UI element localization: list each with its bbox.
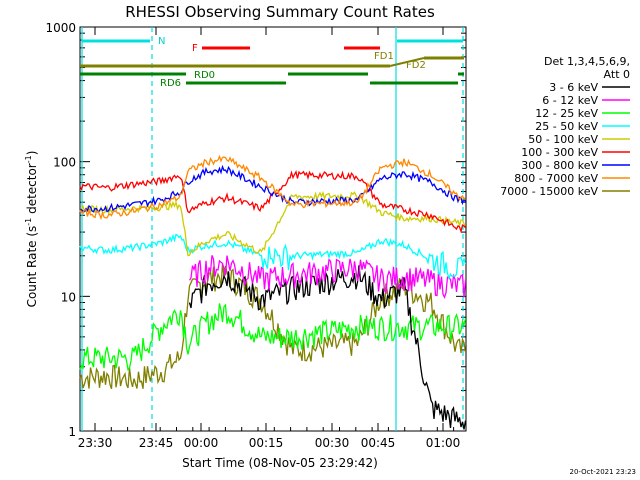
fd-transition [389,57,425,67]
y-axis-label: Count Rate (s-1 detector-1) [24,151,39,308]
series-line-7 [79,164,467,213]
x-tick-label: 00:00 [184,436,219,450]
y-tick-label: 1000 [45,21,76,35]
x-tick-label: 23:45 [139,436,174,450]
series-line-2 [188,255,467,300]
legend-label: 300 - 800 keV [521,159,598,172]
series-layer [79,154,467,430]
x-axis-label: Start Time (08-Nov-05 23:29:42) [182,456,378,470]
x-tick-label: 23:30 [78,436,113,450]
fd1-flag-label: FD1 [374,51,394,62]
x-tick-label: 01:00 [426,436,461,450]
chart-title: RHESSI Observing Summary Count Rates [125,3,435,21]
legend-header-line2: Att 0 [604,68,630,81]
night-flag-label: N [158,36,165,47]
x-tick-label: 00:15 [249,436,284,450]
legend-label: 12 - 25 keV [535,107,598,120]
series-line-8 [79,154,466,221]
fd2-flag-label: FD2 [406,60,426,71]
series-line-4 [79,233,467,281]
y-tick-label: 1 [68,425,76,439]
x-tick-label: 00:30 [315,436,350,450]
legend-label: 3 - 6 keV [549,81,598,94]
legend-label: 6 - 12 keV [542,94,598,107]
x-tick-label: 00:45 [361,436,396,450]
footer-timestamp: 20-Oct-2021 23:23 [570,468,636,476]
series-line-1 [188,265,467,430]
y-tick-label: 100 [53,156,76,170]
legend-label: 800 - 7000 keV [514,172,598,185]
series-line-3 [79,303,467,371]
annotation-layer: N F FD1 FD2 RD0 RD6 [80,27,464,431]
axis-ticks: 23:30 23:45 00:00 00:15 00:30 00:45 01:00 1 10 10… [45,21,466,450]
rd0-flag-label: RD0 [194,70,215,81]
legend-label: 100 - 300 keV [521,146,598,159]
legend-header-line1: Det 1,3,4,5,6,9, [544,55,630,68]
legend-label: 7000 - 15000 keV [500,185,598,198]
plot-frame [79,26,467,432]
legend-label: 25 - 50 keV [535,120,598,133]
y-tick-label: 10 [61,290,76,304]
flare-flag-label: F [192,43,198,54]
legend-label: 50 - 100 keV [528,133,598,146]
rd6-flag-label: RD6 [160,78,181,89]
